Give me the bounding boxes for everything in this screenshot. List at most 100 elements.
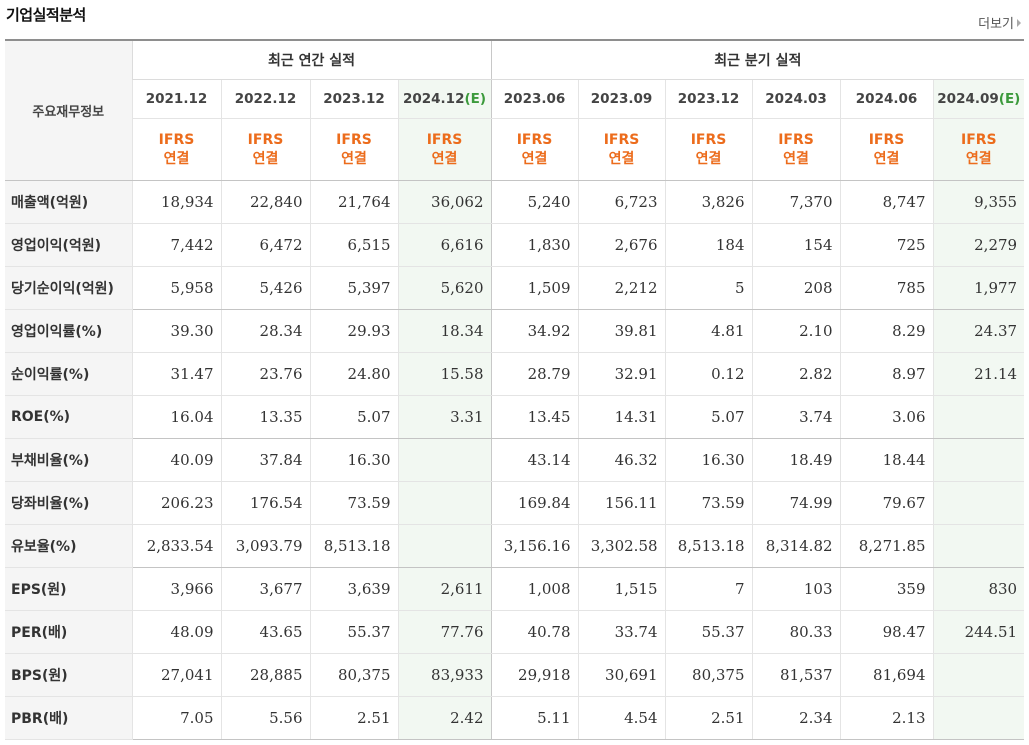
- value-cell: 1,977: [932, 266, 1025, 310]
- table-row: 부채비율(%) 40.09 37.84 16.30 43.14 46.32 16.30 18.…: [5, 438, 1025, 482]
- standard-consolidated: 연결: [695, 150, 722, 167]
- value-cell: [932, 395, 1025, 439]
- value-cell: 5.56: [220, 696, 310, 740]
- value-cell: [932, 696, 1025, 740]
- value-cell: 55.37: [664, 610, 753, 654]
- value-cell: [932, 481, 1025, 525]
- value-cell: 43.14: [490, 438, 579, 482]
- period-header: 2024.03: [751, 79, 841, 119]
- accounting-standard: IFRS 연결: [664, 118, 753, 181]
- value-cell: 23.76: [220, 352, 310, 396]
- value-cell: 8,513.18: [309, 524, 398, 568]
- value-cell: 0.12: [664, 352, 753, 396]
- value-cell: 1,008: [490, 567, 579, 611]
- value-cell: 27,041: [131, 653, 221, 697]
- standard-consolidated: 연결: [608, 150, 635, 167]
- value-cell: 3,677: [220, 567, 310, 611]
- value-cell: 206.23: [131, 481, 221, 525]
- period-label: 2021.12: [145, 91, 208, 107]
- table-row: ROE(%) 16.04 13.35 5.07 3.31 13.45 14.31 5.07 3.…: [5, 395, 1025, 439]
- standard-ifrs: IFRS: [603, 131, 640, 148]
- standard-ifrs: IFRS: [158, 131, 195, 148]
- value-cell: 5.07: [664, 395, 753, 439]
- value-cell: 39.81: [577, 309, 666, 353]
- row-label: 당기순이익(억원): [5, 266, 132, 310]
- standard-consolidated: 연결: [521, 150, 548, 167]
- more-label: 더보기: [978, 17, 1014, 32]
- period-header: 2022.12: [220, 79, 310, 119]
- value-cell: 244.51: [932, 610, 1025, 654]
- value-cell: 18.49: [751, 438, 841, 482]
- section-title: 기업실적분석: [6, 6, 86, 24]
- group-header-row: 주요재무정보 최근 연간 실적 최근 분기 실적: [5, 39, 1025, 181]
- value-cell: 80,375: [309, 653, 398, 697]
- period-header: 2024.12(E): [397, 79, 492, 119]
- period-header: 2024.09(E): [932, 79, 1025, 119]
- value-cell: 2.51: [664, 696, 753, 740]
- value-cell: 359: [839, 567, 934, 611]
- accounting-standard: IFRS 연결: [131, 118, 221, 181]
- period-label: 2023.12: [677, 91, 740, 107]
- period-header: 2023.12: [664, 79, 753, 119]
- value-cell: 5,426: [220, 266, 310, 310]
- accounting-standard: IFRS 연결: [932, 118, 1025, 181]
- value-cell: 2,833.54: [131, 524, 221, 568]
- value-cell: [397, 481, 492, 525]
- standard-ifrs: IFRS: [778, 131, 814, 148]
- period-label: 2024.09: [937, 91, 999, 107]
- table-row: BPS(원) 27,041 28,885 80,375 83,933 29,918 30,6…: [5, 653, 1025, 697]
- value-cell: 3.06: [839, 395, 934, 439]
- period-header-row: 2021.12 2022.12 2023.12 2024.12(E) 2023.06 20…: [5, 79, 1025, 119]
- value-cell: 3,302.58: [577, 524, 666, 568]
- value-cell: [397, 438, 492, 482]
- value-cell: 77.76: [397, 610, 492, 654]
- standard-consolidated: 연결: [252, 150, 279, 167]
- standard-consolidated: 연결: [163, 150, 190, 167]
- value-cell: 103: [751, 567, 841, 611]
- more-link[interactable]: 더보기: [978, 13, 1021, 32]
- value-cell: 5,620: [397, 266, 492, 310]
- standard-row: IFRS 연결 IFRS 연결 IFRS 연결 IFRS 연결 IFRS 연결 IFRS 연결 IFRS…: [5, 118, 1025, 181]
- value-cell: 6,616: [397, 223, 492, 267]
- period-header: 2021.12: [131, 79, 221, 119]
- value-cell: 830: [932, 567, 1025, 611]
- row-label: 순이익률(%): [5, 352, 132, 396]
- value-cell: 3.74: [751, 395, 841, 439]
- value-cell: 37.84: [220, 438, 310, 482]
- value-cell: 16.30: [664, 438, 753, 482]
- value-cell: 6,515: [309, 223, 398, 267]
- period-label: 2022.12: [234, 91, 297, 107]
- value-cell: 21.14: [932, 352, 1025, 396]
- value-cell: 7.05: [131, 696, 221, 740]
- value-cell: 7,442: [131, 223, 221, 267]
- value-cell: 39.30: [131, 309, 221, 353]
- value-cell: 8.29: [839, 309, 934, 353]
- value-cell: 5,958: [131, 266, 221, 310]
- row-label: 영업이익(억원): [5, 223, 132, 267]
- value-cell: 1,830: [490, 223, 579, 267]
- value-cell: 55.37: [309, 610, 398, 654]
- value-cell: 29,918: [490, 653, 579, 697]
- value-cell: 18.34: [397, 309, 492, 353]
- value-cell: [932, 653, 1025, 697]
- value-cell: 725: [839, 223, 934, 267]
- value-cell: 24.37: [932, 309, 1025, 353]
- value-cell: 2,279: [932, 223, 1025, 267]
- value-cell: 8,747: [839, 180, 934, 224]
- value-cell: 3,639: [309, 567, 398, 611]
- value-cell: 28.79: [490, 352, 579, 396]
- value-cell: 2.82: [751, 352, 841, 396]
- value-cell: 2.42: [397, 696, 492, 740]
- value-cell: 3,966: [131, 567, 221, 611]
- value-cell: 5.07: [309, 395, 398, 439]
- value-cell: 81,694: [839, 653, 934, 697]
- value-cell: 7,370: [751, 180, 841, 224]
- period-label: 2024.06: [855, 91, 918, 107]
- value-cell: 98.47: [839, 610, 934, 654]
- table-row: 영업이익(억원) 7,442 6,472 6,515 6,616 1,830 2,676 18…: [5, 223, 1025, 267]
- table-row: 영업이익률(%) 39.30 28.34 29.93 18.34 34.92 39.81 4.…: [5, 309, 1025, 353]
- value-cell: 2,611: [397, 567, 492, 611]
- period-header: 2023.09: [577, 79, 666, 119]
- value-cell: 1,509: [490, 266, 579, 310]
- standard-consolidated: 연결: [341, 150, 367, 167]
